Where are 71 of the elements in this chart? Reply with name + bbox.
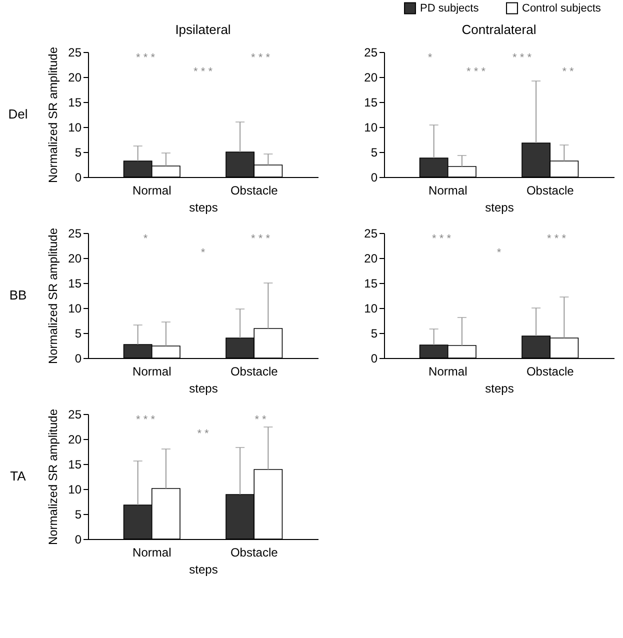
y-tick-label: 0 [370, 170, 378, 184]
y-tick-label: 10 [68, 302, 82, 316]
y-tick-label: 5 [74, 326, 82, 340]
x-axis-title: steps [485, 382, 514, 396]
x-tick-label: Normal [428, 364, 468, 378]
y-tick-label: 5 [370, 146, 378, 160]
x-axis-title: steps [485, 200, 514, 214]
y-tick-label: 5 [74, 146, 82, 160]
annotation: * * * [512, 52, 532, 64]
y-tick-label: 25 [364, 46, 378, 60]
annotation: * * * [136, 52, 156, 64]
text: TA [10, 468, 26, 484]
y-tick-label: 0 [74, 170, 82, 184]
annotation: * * [197, 428, 210, 440]
y-tick-label: 5 [370, 326, 378, 340]
y-tick-label: 15 [68, 458, 82, 472]
y-axis-title: Normalized SR amplitude [46, 408, 60, 546]
y-tick-label: 10 [68, 482, 82, 496]
x-tick-label: Obstacle [230, 364, 278, 378]
y-tick-label: 5 [74, 508, 82, 522]
chart-title: Contralateral [462, 22, 536, 37]
annotation: * * * [251, 52, 271, 64]
annotation: * * [562, 66, 575, 78]
y-tick-label: 15 [364, 276, 378, 290]
chart-title: Ipsilateral [175, 22, 231, 37]
annotation: * * * [194, 66, 214, 78]
annotation: * * * [466, 66, 486, 78]
y-tick-label: 0 [74, 532, 82, 546]
text: Del [8, 106, 28, 122]
x-tick-label: Normal [132, 546, 172, 560]
y-tick-label: 20 [68, 252, 82, 266]
y-tick-label: 20 [364, 252, 378, 266]
text: BB [9, 288, 27, 302]
y-tick-label: 0 [74, 352, 82, 366]
y-tick-label: 15 [68, 276, 82, 290]
legend-label: PD subjects [420, 2, 480, 14]
x-tick-label: Obstacle [526, 184, 574, 198]
x-tick-label: Obstacle [230, 184, 278, 198]
y-tick-label: 15 [364, 96, 378, 110]
x-axis-title: steps [189, 562, 218, 576]
x-axis-title: steps [189, 382, 218, 396]
x-tick-label: Obstacle [230, 546, 278, 560]
y-tick-label: 25 [68, 226, 82, 240]
x-axis-title: steps [189, 200, 218, 214]
y-tick-label: 25 [364, 226, 378, 240]
annotation: * * [254, 414, 268, 426]
x-tick-label: Normal [132, 364, 172, 378]
annotation: * * * [136, 414, 156, 426]
annotation: * [428, 52, 433, 64]
annotation: * * * [547, 233, 567, 245]
y-tick-label: 10 [68, 120, 82, 134]
x-tick-label: Obstacle [526, 364, 574, 378]
y-axis-title: Normalized SR amplitude [46, 228, 60, 364]
annotation: * [496, 247, 502, 259]
x-tick-label: Normal [428, 184, 468, 198]
y-tick-label: 15 [68, 96, 82, 110]
annotation: * [200, 247, 206, 259]
annotation: * [143, 233, 148, 245]
y-tick-label: 25 [68, 408, 82, 422]
y-tick-label: 10 [364, 302, 378, 316]
y-tick-label: 25 [68, 46, 82, 60]
y-tick-label: 10 [364, 120, 378, 134]
y-tick-label: 0 [370, 352, 378, 366]
x-tick-label: Normal [132, 184, 172, 198]
annotation: * * * [251, 233, 271, 245]
y-tick-label: 20 [68, 432, 82, 446]
y-tick-label: 20 [364, 70, 378, 84]
legend-label: Control subjects [522, 2, 602, 14]
annotation: * * * [432, 233, 452, 245]
y-axis-title: Normalized SR amplitude [46, 46, 60, 184]
y-tick-label: 20 [68, 70, 82, 84]
